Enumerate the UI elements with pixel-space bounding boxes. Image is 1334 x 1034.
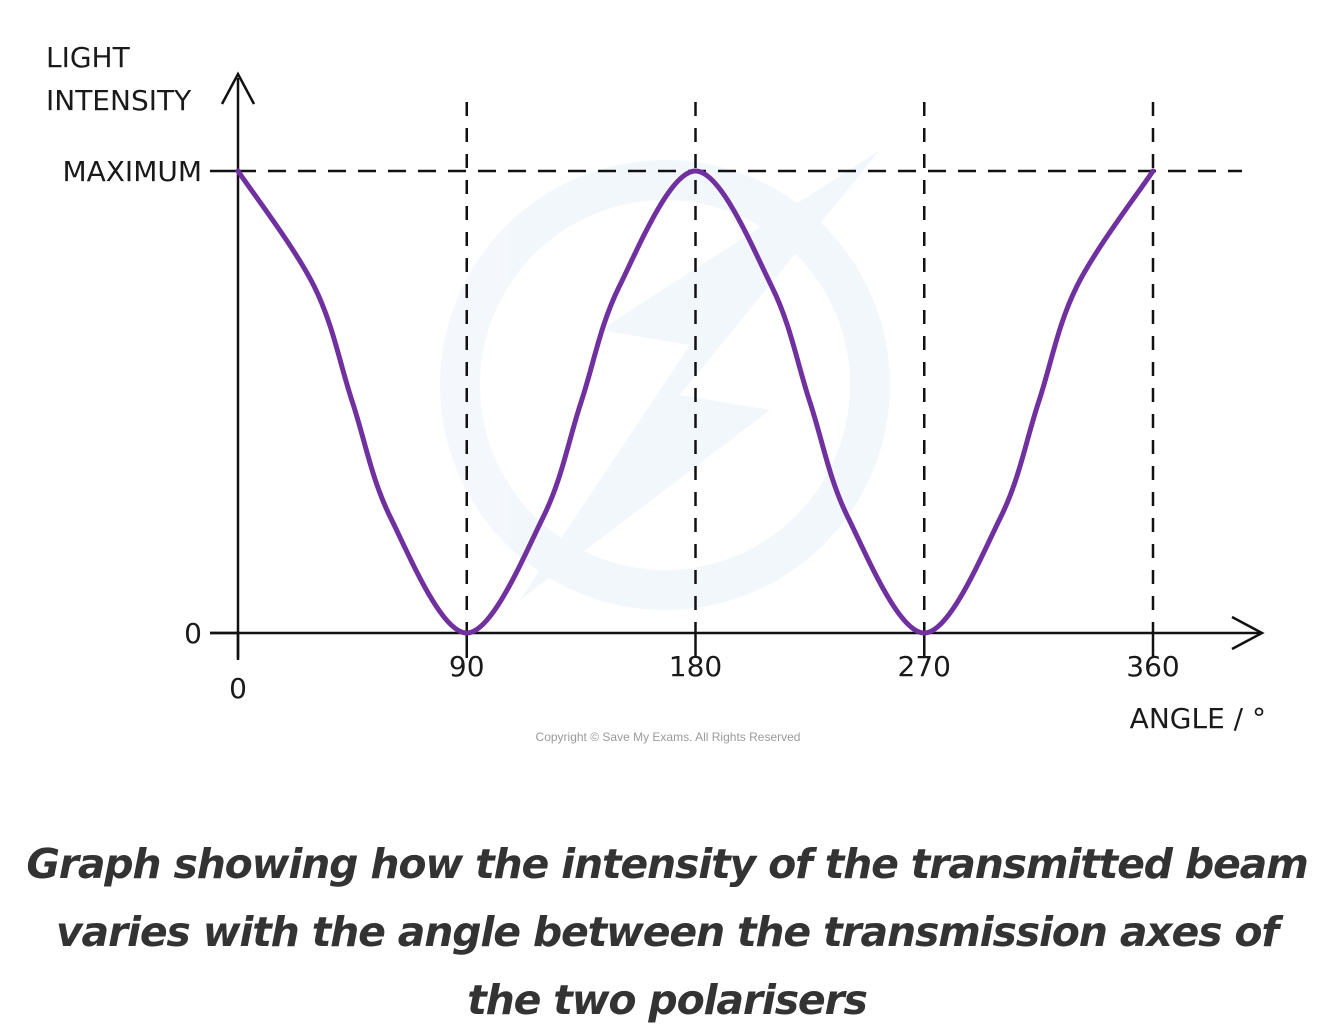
series-line-intensity (235, 168, 1156, 636)
x-axis-label: ANGLE / ° (1130, 702, 1266, 735)
gridlines (238, 102, 1242, 633)
intensity-angle-chart: 0 90 180 270 360 0 MAXIMUM LIGHT INTENSITY ANG… (46, 41, 1266, 744)
x-tick-label-270: 270 (898, 650, 951, 683)
x-tick-label-90: 90 (449, 650, 485, 683)
x-tick-label-0: 0 (229, 672, 247, 705)
x-axis-arrow (1231, 615, 1265, 651)
y-axis-label-line-2: INTENSITY (46, 84, 192, 117)
x-tick-label-360: 360 (1126, 650, 1179, 683)
watermark-logo (440, 150, 890, 610)
figure-caption: Graph showing how the intensity of the t… (26, 840, 1308, 1024)
series (235, 168, 1156, 636)
y-tick-label-maximum: MAXIMUM (62, 155, 202, 188)
y-axis-label-line-1: LIGHT (46, 41, 131, 74)
y-axis-arrow (220, 71, 256, 105)
x-tick-label-180: 180 (669, 650, 722, 683)
copyright-notice: Copyright © Save My Exams. All Rights Re… (536, 730, 801, 744)
tick-labels: 0 90 180 270 360 0 MAXIMUM (62, 155, 1179, 705)
y-tick-label-0: 0 (184, 617, 202, 650)
